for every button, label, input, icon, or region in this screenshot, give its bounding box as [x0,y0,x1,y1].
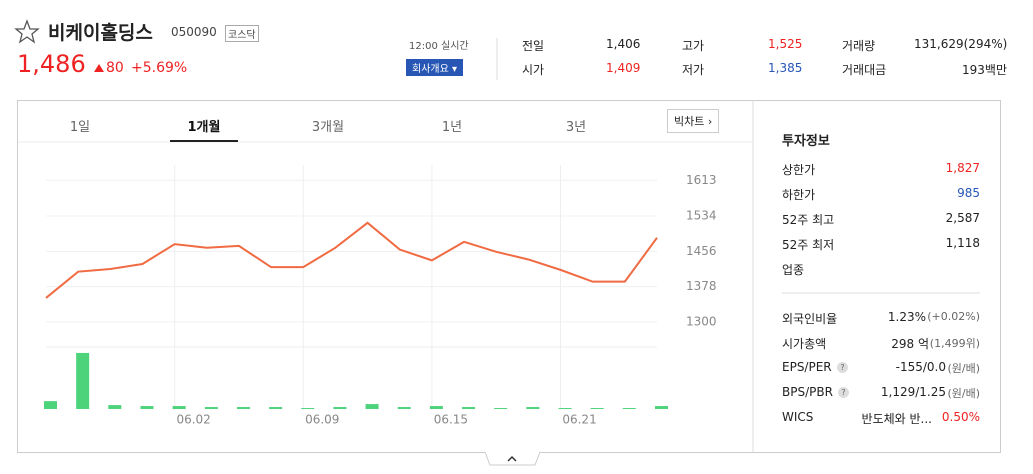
big-chart-button[interactable]: 빅차트 › [667,109,720,133]
help-icon[interactable]: ? [837,362,848,373]
price: 1,486 [17,50,86,78]
y-tick-label: 1300 [686,314,717,328]
volume-bar [108,405,122,409]
info-label: BPS/PBR [782,385,833,399]
quote-value: 1,525 [768,37,803,51]
x-tick-label: 06.21 [562,413,596,427]
quote-value: 1,385 [768,61,803,75]
realtime: 12:00 실시간 [409,41,469,52]
quote-value: 193백만 [962,63,1007,77]
volume-bar [269,407,283,409]
help-icon[interactable]: ? [838,387,849,398]
volume-bar [655,406,668,409]
info-note: (원/배) [947,362,980,375]
stock-code: 050090 [171,25,217,39]
volume-bar [140,406,154,409]
info-value: 985 [957,186,980,200]
quote-label: 거래량 [842,39,876,53]
volume-bar [333,407,347,409]
quote-label: 시가 [522,63,545,77]
tab[interactable]: 1년 [441,120,463,135]
caret [507,455,517,462]
tab[interactable]: 1일 [69,120,91,135]
y-tick-label: 1534 [686,209,717,223]
tab[interactable]: 1개월 [187,120,221,135]
volume-bar [204,407,218,409]
info-note: (1,499위) [929,337,980,350]
market-badge: 코스닥 [225,25,259,42]
change: 80 [106,60,124,76]
info-value: 2,587 [945,211,980,225]
info-label: 하한가 [782,188,816,202]
info-value: 1,827 [945,161,980,175]
info-value: 1.23% [887,310,926,324]
button-label: 회사개요 [412,64,449,75]
star-icon[interactable] [14,19,40,44]
info-label: 외국인비율 [782,312,838,326]
stock-name: 비케이홀딩스 [48,22,153,44]
info-label: 상한가 [782,163,816,177]
volume-bar [236,407,250,409]
quote-value: 131,629(294%) [914,37,1008,51]
volume-bar [558,408,572,409]
volume-bar [397,407,411,409]
info-label: 52주 최저 [782,238,835,252]
info-label: EPS/PER [782,360,832,374]
info-value: 반도체와 반... [861,412,932,426]
up-arrow [94,64,104,72]
x-tick-label: 06.15 [434,413,468,427]
info-value: 298 억 [891,337,929,351]
volume-bar [590,408,604,409]
info-note: 0.50% [941,410,980,424]
info-note: (원/배) [947,387,980,400]
info-label: WICS [782,410,814,424]
x-tick-label: 06.09 [305,413,339,427]
volume-bar [172,406,186,409]
y-tick-label: 1456 [686,244,717,258]
price-line [45,221,658,299]
invest-title: 투자정보 [782,134,830,149]
volume-bar [526,407,540,409]
info-label: 업종 [782,263,805,277]
volume-bar [429,406,443,409]
volume-bar [76,352,90,409]
company-button[interactable]: 회사개요 ▾ [406,59,464,76]
quote-value: 1,409 [606,61,641,75]
quote-label: 저가 [682,63,705,77]
chart-box [17,100,1001,453]
info-value: 1,118 [945,236,980,250]
info-value: -155/0.0 [895,360,946,374]
button-label: 빅차트 [674,115,705,128]
volume-bar [44,401,57,409]
volume-bar [365,404,379,409]
volume-bar [494,408,508,409]
quote-label: 고가 [682,39,705,53]
info-label: 시가총액 [782,337,827,351]
volume-bar [301,408,315,409]
y-tick-label: 1378 [686,279,717,293]
info-label: 52주 최고 [782,213,835,227]
x-tick-label: 06.02 [176,413,210,427]
quote-label: 거래대금 [842,63,887,77]
quote-value: 1,406 [606,37,641,51]
quote-label: 전일 [522,39,545,53]
tab[interactable]: 3개월 [311,120,345,135]
info-value: 1,129/1.25 [880,385,946,399]
volume-bar [622,408,636,409]
info-note: (+0.02%) [927,310,980,323]
change-pct: +5.69% [131,60,188,76]
tab[interactable]: 3년 [565,120,587,135]
volume-bar [462,407,476,409]
y-tick-label: 1613 [686,173,717,187]
